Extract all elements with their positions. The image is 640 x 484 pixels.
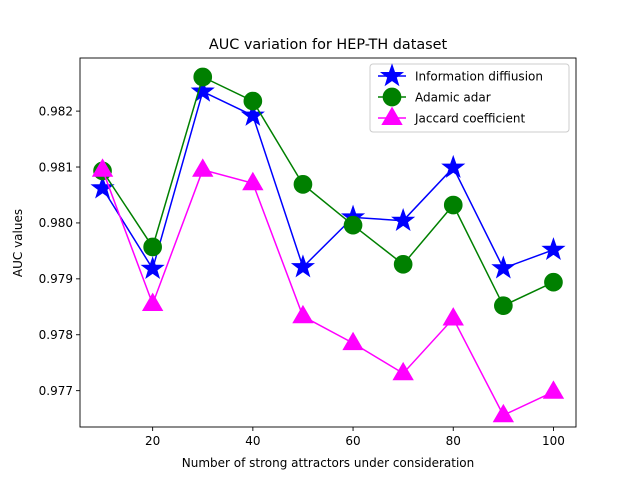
data-point: [542, 380, 565, 399]
data-point: [443, 195, 463, 215]
y-tick-label: 0.981: [39, 160, 73, 174]
legend-label: Jaccard coefficient: [414, 111, 525, 125]
legend-item: Adamic adar: [378, 87, 491, 107]
data-point: [140, 256, 165, 280]
legend: Information diffiusion Adamic adar Jaccard…: [369, 63, 570, 133]
series-line: [101, 168, 554, 417]
data-point: [293, 175, 313, 194]
series-line: [101, 90, 554, 271]
legend-label: Information diffiusion: [415, 69, 543, 83]
data-point: [292, 304, 314, 324]
legend-box: [369, 63, 570, 133]
axes-frame: [79, 57, 577, 428]
legend-item: Information diffiusion: [378, 63, 543, 87]
data-point: [441, 154, 466, 178]
x-tick-label: 80: [446, 434, 461, 448]
plot-area: 20 40 60 80 100 0.977 0.978 0.979 0.980 0.981 0.98…: [39, 57, 577, 448]
data-point: [391, 208, 416, 231]
data-point: [242, 171, 264, 191]
data-point: [90, 175, 115, 199]
series-1: [90, 78, 566, 280]
data-point: [192, 158, 214, 177]
data-point: [141, 292, 164, 311]
data-point: [392, 361, 414, 381]
data-point: [541, 237, 566, 261]
legend-marker: [381, 106, 403, 125]
series-3: [91, 158, 565, 423]
legend-marker: [382, 87, 402, 107]
chart-title: AUC variation for HEP-TH dataset: [209, 37, 448, 53]
y-tick-label: 0.982: [39, 104, 73, 118]
data-point: [243, 91, 263, 111]
series-line: [101, 75, 554, 307]
data-point: [491, 255, 516, 279]
y-tick-label: 0.978: [39, 328, 73, 342]
data-point: [442, 307, 464, 326]
x-tick-label: 40: [245, 434, 260, 448]
data-point: [193, 67, 213, 87]
x-tick-label: 60: [345, 434, 360, 448]
data-point: [240, 102, 265, 126]
data-point: [342, 331, 364, 351]
data-point: [492, 403, 515, 423]
data-point: [190, 78, 215, 102]
data-point: [544, 272, 563, 292]
x-tick-label: 20: [145, 434, 160, 448]
y-tick-label: 0.980: [39, 216, 73, 230]
data-point: [143, 237, 162, 257]
y-axis-label: AUC values: [11, 209, 25, 277]
data-point: [91, 158, 114, 177]
legend-item: Jaccard coefficient: [378, 106, 525, 125]
x-axis-label: Number of strong attractors under consid…: [182, 456, 474, 470]
legend-label: Adamic adar: [415, 90, 491, 104]
y-tick-label: 0.977: [39, 384, 73, 398]
x-tick-label: 100: [542, 434, 565, 448]
legend-marker: [379, 63, 405, 87]
data-point: [343, 215, 363, 235]
data-point: [494, 296, 513, 316]
data-point: [290, 254, 316, 278]
data-point: [393, 254, 413, 274]
y-tick-label: 0.979: [39, 272, 73, 286]
